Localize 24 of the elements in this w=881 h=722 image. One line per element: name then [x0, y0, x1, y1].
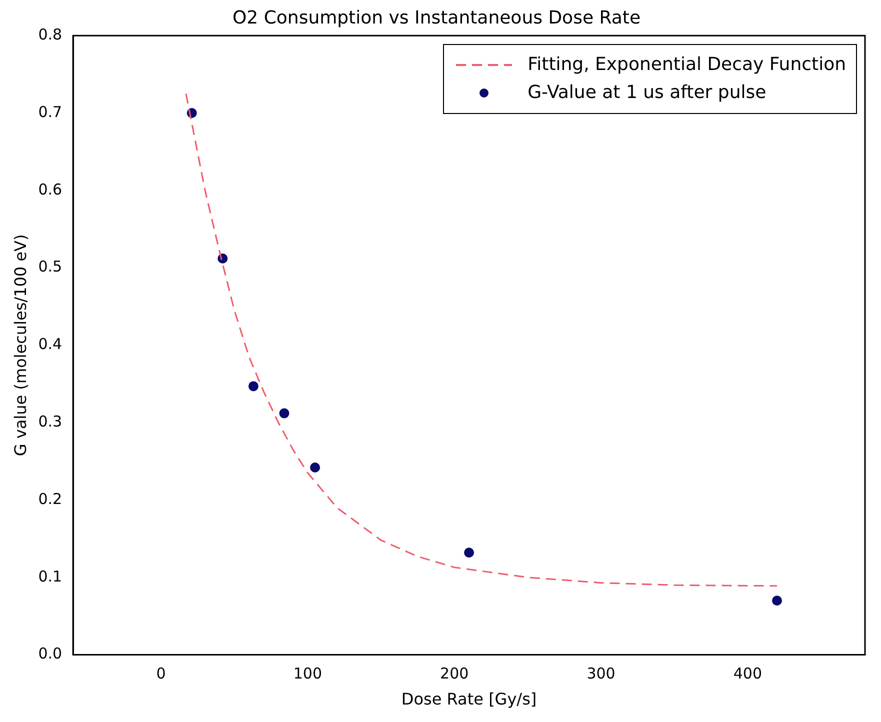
- y-tick-label: 0.8: [38, 25, 62, 44]
- y-tick-label: 0.7: [38, 102, 62, 121]
- y-tick-label: 0.2: [38, 490, 62, 508]
- x-tick-label: 200: [440, 664, 469, 683]
- point: [772, 596, 782, 606]
- legend-label: G-Value at 1 us after pulse: [528, 80, 766, 105]
- y-tick-label: 0.4: [38, 335, 62, 354]
- chart-title: O2 Consumption vs Instantaneous Dose Rate: [232, 7, 641, 28]
- y-tick-label: 0.3: [38, 412, 62, 430]
- x-tick-label: 100: [293, 664, 322, 683]
- x-tick-label: 400: [733, 664, 762, 683]
- y-tick-label: 0.5: [38, 258, 62, 276]
- y-axis-title: G value (molecules/100 eV): [10, 234, 30, 456]
- y-tick-label: 0.6: [38, 180, 62, 198]
- x-axis-title: Dose Rate [Gy/s]: [401, 690, 537, 709]
- x-tick-label: 0: [156, 664, 166, 683]
- y-tick-label: 0.0: [38, 644, 62, 663]
- point: [464, 548, 474, 558]
- x-tick-label: 300: [586, 664, 616, 683]
- point: [279, 408, 290, 418]
- y-tick-label: 0.1: [38, 567, 62, 586]
- legend-label: Fitting, Exponential Decay Function: [528, 52, 846, 77]
- point: [248, 381, 258, 392]
- point: [310, 462, 320, 472]
